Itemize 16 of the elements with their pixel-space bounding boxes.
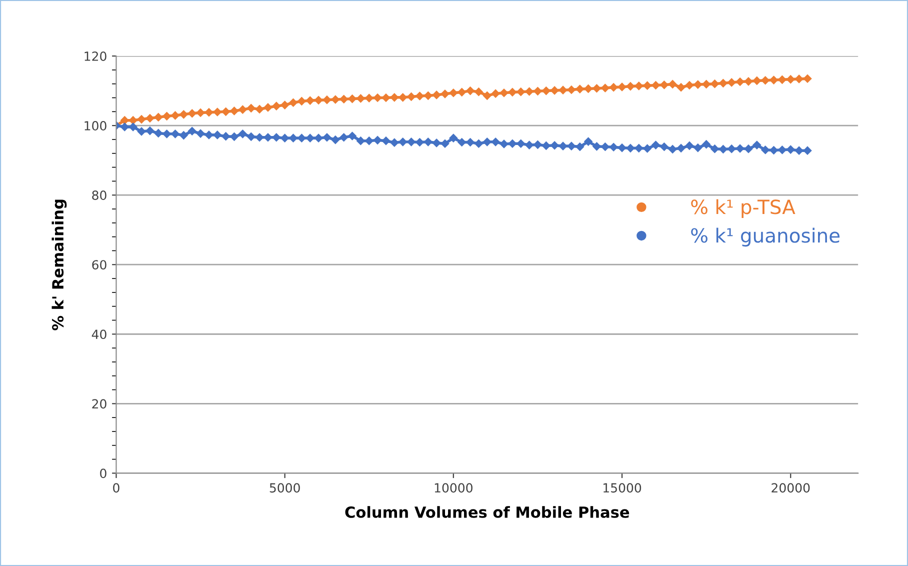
x-tick-label: 20000	[772, 483, 810, 493]
y-tick-label: 60	[92, 260, 106, 270]
y-tick-label: 120	[84, 52, 106, 61]
x-tick-label: 10000	[434, 483, 472, 493]
y-tick-label: 0	[100, 468, 106, 478]
x-axis-title: Column Volumes of Mobile Phase	[345, 506, 630, 518]
x-tick-label: 0	[113, 483, 120, 493]
legend-label: % k¹ p-TSA	[691, 199, 796, 218]
y-tick-label: 100	[84, 121, 106, 130]
y-axis-title: % k' Remaining	[52, 200, 67, 330]
x-tick-label: 15000	[604, 483, 642, 493]
y-tick-label: 20	[92, 399, 106, 409]
legend-label: % k¹ guanosine	[691, 228, 840, 247]
x-tick-label: 5000	[270, 483, 300, 493]
y-tick-label: 40	[92, 330, 106, 340]
y-tick-label: 80	[92, 190, 106, 200]
